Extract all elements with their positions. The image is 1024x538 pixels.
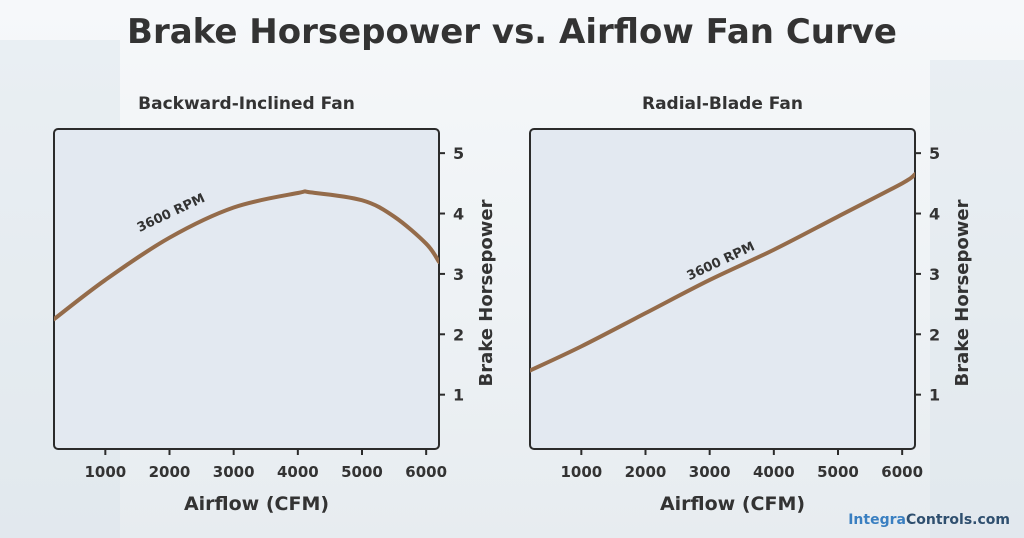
chart2-y-tick-label: 4: [929, 205, 940, 224]
chart2-y-tick-label: 1: [929, 386, 940, 405]
chart1-x-tick-label: 2000: [149, 463, 191, 481]
chart2-x-tick-label: 1000: [560, 463, 602, 481]
page-title: Brake Horsepower vs. Airflow Fan Curve: [127, 12, 897, 52]
chart1-x-tick-label: 6000: [405, 463, 447, 481]
chart2-x-tick-label: 3000: [689, 463, 731, 481]
chart2-x-tick-label: 2000: [625, 463, 667, 481]
chart1-x-axis-label: Airflow (CFM): [184, 493, 329, 515]
chart1-y-tick-label: 2: [453, 325, 464, 344]
brand-footer: IntegraControls.com: [848, 512, 1010, 528]
chart2-y-tick-label: 5: [929, 144, 940, 163]
chart1-x-tick-label: 1000: [84, 463, 126, 481]
chart1-x-tick-label: 5000: [341, 463, 383, 481]
chart1-y-tick-label: 5: [453, 144, 464, 163]
chart1-y-tick-label: 4: [453, 205, 464, 224]
chart1-subplot-title: Backward-Inclined Fan: [138, 94, 355, 114]
chart1-y-tick-label: 3: [453, 265, 464, 284]
chart1-y-tick-label: 1: [453, 386, 464, 405]
chart1-x-tick-label: 3000: [213, 463, 255, 481]
chart2-x-axis-label: Airflow (CFM): [660, 493, 805, 515]
chart1-y-axis-label: Brake Horsepower: [476, 199, 497, 386]
chart2-x-tick-label: 4000: [753, 463, 795, 481]
chart1-plot-area: [53, 128, 440, 450]
chart2-y-tick-label: 3: [929, 265, 940, 284]
chart2-series-line-1: [530, 172, 915, 373]
chart2-y-tick-label: 2: [929, 325, 940, 344]
chart1-x-tick-label: 4000: [277, 463, 319, 481]
chart2-plot-area: [529, 128, 916, 450]
chart1-series-line-1: [54, 189, 439, 322]
chart2-y-axis-label: Brake Horsepower: [952, 199, 973, 386]
brand-name-part2: Controls.com: [905, 512, 1010, 528]
chart2-x-tick-label: 5000: [817, 463, 859, 481]
chart2-x-tick-label: 6000: [881, 463, 923, 481]
background-building-right: [930, 60, 1024, 538]
brand-name-part1: Integra: [848, 512, 906, 528]
chart2-subplot-title: Radial-Blade Fan: [642, 94, 803, 114]
